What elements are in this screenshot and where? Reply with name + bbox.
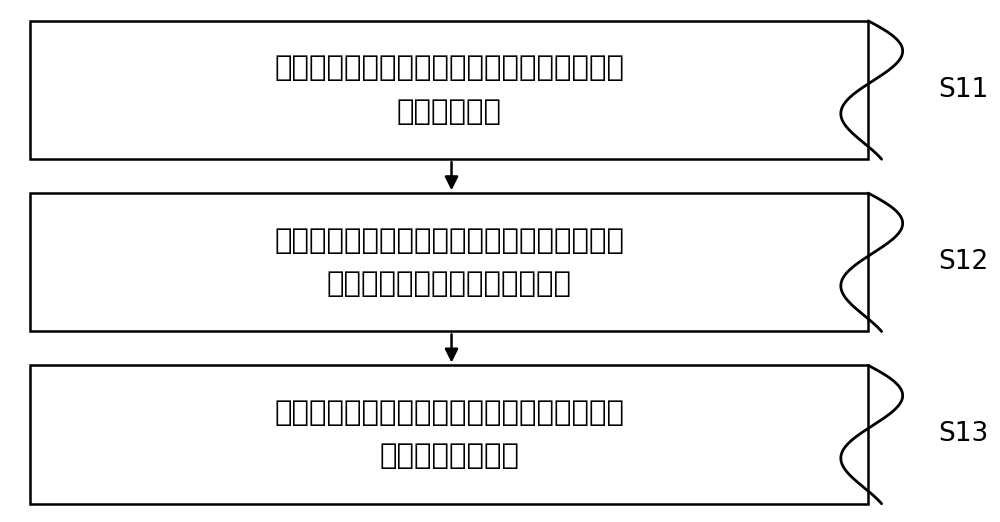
Text: S12: S12	[938, 249, 988, 275]
Text: S11: S11	[938, 77, 988, 103]
Text: 对骨骼组织进行预处理，以确定皮质骨和松质
骨的轮廓边界: 对骨骼组织进行预处理，以确定皮质骨和松质 骨的轮廓边界	[274, 54, 624, 126]
Text: S13: S13	[938, 421, 988, 447]
Text: 对皮质骨和松质骨的轮廓边界进行提取，并进
行三维曲面建模，得到初步模型: 对皮质骨和松质骨的轮廓边界进行提取，并进 行三维曲面建模，得到初步模型	[274, 227, 624, 298]
Text: 对初步模型进一步处理，得到皮质骨厚度连续
可变的有限元模型: 对初步模型进一步处理，得到皮质骨厚度连续 可变的有限元模型	[274, 399, 624, 470]
Bar	[30, 365, 868, 504]
Bar	[30, 193, 868, 331]
Bar	[30, 21, 868, 159]
